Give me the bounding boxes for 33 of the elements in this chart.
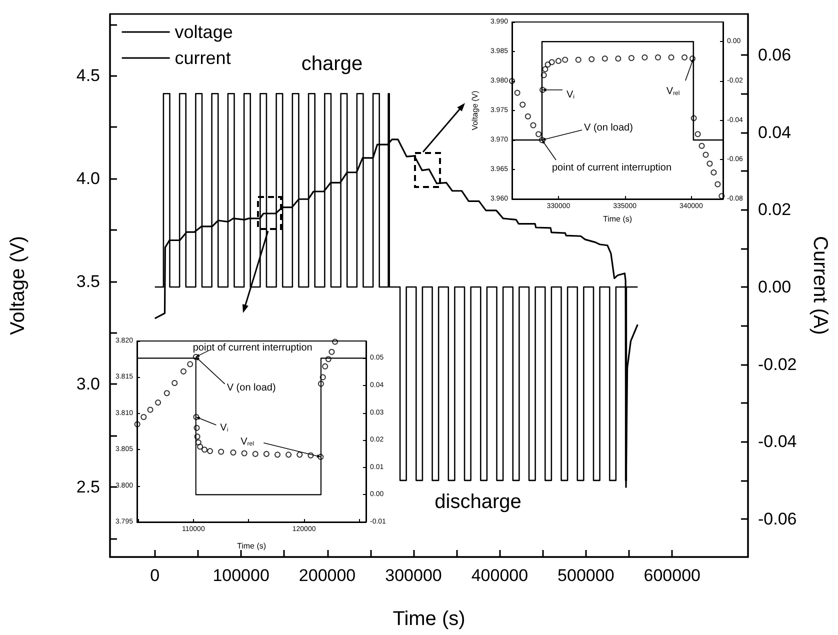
x-axis-title: Time (s) [602, 214, 632, 224]
x-tick-label: 400000 [471, 566, 528, 585]
y2-tick-label: 0.04 [758, 122, 792, 142]
y2-tick-label: -0.06 [758, 510, 797, 529]
x-axis-title: Time (s) [236, 542, 266, 550]
y2-tick-label: -0.02 [758, 354, 797, 374]
y2-axis-title: Current (A) [809, 236, 831, 335]
y-tick-label: 4.5 [76, 66, 100, 86]
y-tick-label: 4.0 [76, 169, 100, 188]
x-tick-label: 300000 [385, 566, 442, 585]
y2-tick-label: -0.04 [758, 432, 797, 452]
annotation: V (on load) [584, 122, 633, 134]
legend-label: voltage [174, 22, 233, 42]
annotation: point of current interruption [192, 342, 312, 354]
y-tick-label: 2.5 [76, 478, 100, 497]
legend-label: current [174, 48, 231, 68]
x-axis-title: Time (s) [392, 608, 466, 630]
y-tick-label: 3.5 [76, 272, 100, 291]
y2-tick-label: 0.06 [758, 45, 792, 64]
annotation: point of current interruption [552, 162, 672, 174]
x-tick-label: 0 [150, 566, 160, 585]
x-tick-label: 500000 [558, 566, 614, 585]
y2-tick-label: 0.00 [758, 278, 792, 297]
x-tick-label: 600000 [644, 566, 700, 585]
annotation: V (on load) [226, 382, 276, 394]
annotation: charge [301, 53, 363, 75]
y-axis-title: Voltage (V) [7, 236, 29, 335]
annotation: discharge [434, 491, 522, 513]
x-tick-label: 200000 [298, 566, 356, 585]
y-tick-label: 3.0 [76, 374, 100, 394]
x-tick-label: 100000 [212, 566, 270, 585]
y2-tick-label: 0.02 [758, 200, 792, 220]
y-axis-title: Voltage (V) [470, 90, 480, 130]
